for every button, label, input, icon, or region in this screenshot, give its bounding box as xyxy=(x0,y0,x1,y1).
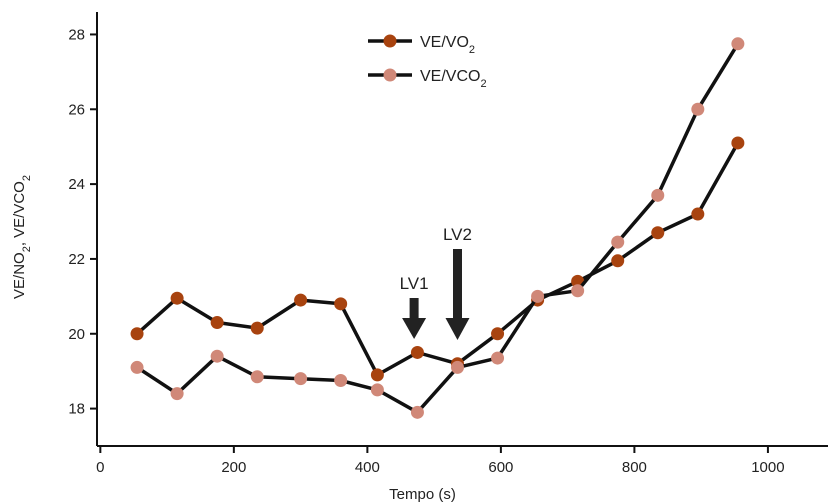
x-tick-label: 800 xyxy=(622,459,647,476)
legend: VE/VO2 VE/VCO2 xyxy=(368,34,487,90)
data-point xyxy=(170,291,184,305)
y-tick-label: 18 xyxy=(68,401,85,418)
y-axis-title: VE/NO2, VE/VCO2 xyxy=(11,175,33,299)
arrow-head xyxy=(402,318,427,339)
data-point xyxy=(571,284,585,298)
data-point xyxy=(651,188,665,202)
series-line xyxy=(136,42,740,415)
series-1 xyxy=(130,136,745,382)
y-tick-label: 22 xyxy=(68,251,85,268)
data-point xyxy=(250,321,264,335)
x-tick-label: 1000 xyxy=(751,459,784,476)
data-point xyxy=(170,387,184,401)
annotation-label: LV2 xyxy=(443,225,472,244)
data-point xyxy=(334,297,348,311)
data-point xyxy=(370,383,384,397)
x-tick-label: 400 xyxy=(355,459,380,476)
data-point xyxy=(691,207,705,221)
data-point xyxy=(410,345,424,359)
legend-item-2: VE/VCO2 xyxy=(368,68,487,90)
arrow-head xyxy=(445,318,470,340)
data-point xyxy=(691,102,705,116)
data-point xyxy=(731,37,745,51)
data-point xyxy=(731,136,745,150)
x-tick-label: 200 xyxy=(221,459,246,476)
data-point xyxy=(210,316,224,330)
arrow-shaft xyxy=(452,249,462,318)
y-tick-label: 26 xyxy=(68,101,85,118)
data-point xyxy=(210,349,224,363)
y-tick-label: 24 xyxy=(68,176,85,193)
data-point xyxy=(491,327,505,341)
series-2 xyxy=(130,37,745,419)
legend-label: VE/VCO2 xyxy=(420,68,487,90)
data-point xyxy=(130,327,144,341)
data-point xyxy=(531,289,545,303)
y-tick-label: 28 xyxy=(68,26,85,43)
legend-label: VE/VO2 xyxy=(420,34,475,56)
annotation-label: LV1 xyxy=(400,274,429,293)
x-axis-title: Tempo (s) xyxy=(389,486,456,503)
data-point xyxy=(491,351,505,365)
data-point xyxy=(334,374,348,388)
data-point xyxy=(370,368,384,382)
legend-marker xyxy=(383,68,397,82)
axes: 18 20 22 24 26 28 0 200 400 600 800 1000 Tempo (s) VE… xyxy=(11,12,828,503)
series-line xyxy=(135,142,740,377)
y-tick-label: 20 xyxy=(68,326,85,343)
data-point xyxy=(410,405,424,419)
legend-item-1: VE/VO2 xyxy=(368,34,475,56)
arrow-shaft xyxy=(409,298,419,318)
data-point xyxy=(294,293,308,307)
data-point xyxy=(450,360,464,374)
x-tick-label: 0 xyxy=(96,459,104,476)
legend-marker xyxy=(383,34,397,48)
x-tick-label: 600 xyxy=(488,459,513,476)
data-point xyxy=(651,226,665,240)
series-layer xyxy=(130,37,745,419)
annotation-layer: LV1 LV2 xyxy=(400,225,472,340)
annotation-lv1: LV1 xyxy=(400,274,429,339)
annotation-lv2: LV2 xyxy=(443,225,472,340)
data-point xyxy=(294,372,308,386)
data-point xyxy=(130,360,144,374)
data-point xyxy=(611,254,625,268)
data-point xyxy=(250,370,264,384)
data-point xyxy=(611,235,625,249)
